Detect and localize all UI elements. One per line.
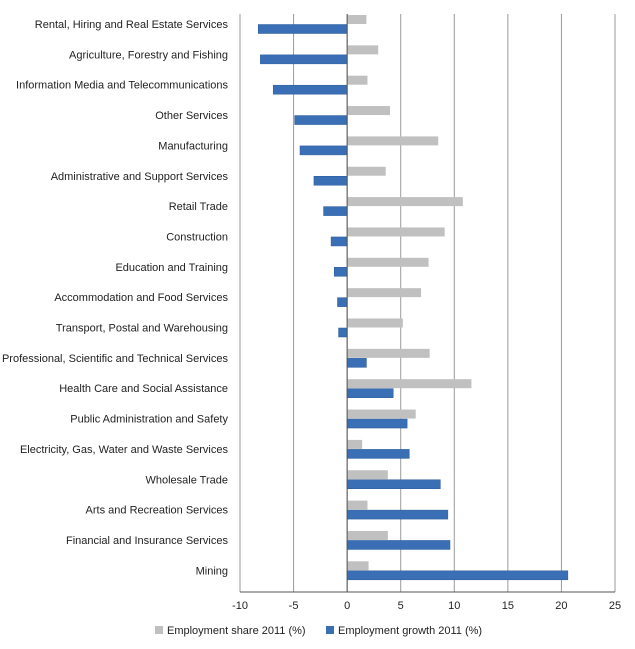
bar-employment-share (347, 45, 379, 55)
category-label: Accommodation and Food Services (54, 292, 228, 304)
legend-label: Employment share 2011 (%) (167, 625, 306, 637)
bar-employment-share (347, 530, 388, 540)
bar-employment-share (347, 106, 390, 116)
category-label: Information Media and Telecommunications (16, 80, 228, 92)
bar-employment-growth (334, 267, 348, 277)
x-tick-label: 5 (398, 600, 404, 612)
x-tick-label: 0 (344, 600, 350, 612)
bar-employment-growth (272, 84, 348, 95)
bar-employment-growth (346, 540, 451, 550)
x-tick-labels: -10 -5 0 5 10 15 20 25 (232, 600, 621, 612)
legend-label: Employment growth 2011 (%) (338, 625, 482, 637)
bar-employment-share (347, 288, 422, 298)
bar-employment-growth (299, 145, 348, 156)
category-label: Education and Training (115, 262, 228, 274)
bar-employment-share (347, 379, 472, 389)
category-label: Retail Trade (169, 201, 228, 213)
bar-employment-growth (346, 479, 441, 489)
bar-employment-growth (346, 509, 449, 520)
grid-layer (239, 14, 616, 592)
bar-employment-growth (257, 24, 348, 34)
category-label: Construction (166, 231, 228, 243)
bar-employment-growth (346, 388, 394, 398)
bar-employment-share (347, 15, 367, 24)
category-label: Manufacturing (158, 140, 228, 152)
category-label: Financial and Insurance Services (66, 535, 229, 547)
bar-employment-share (347, 500, 368, 510)
legend-swatch (155, 626, 163, 634)
bar-employment-growth (294, 115, 348, 125)
bar-employment-growth (346, 358, 367, 368)
category-label: Other Services (155, 110, 228, 122)
bar-employment-share (347, 197, 463, 207)
category-label: Transport, Postal and Warehousing (56, 323, 228, 335)
bar-employment-growth (330, 236, 348, 247)
category-label: Professional, Scientific and Technical S… (2, 353, 229, 365)
category-label: Wholesale Trade (145, 474, 228, 486)
x-tick-label: 10 (448, 600, 460, 612)
bar-employment-share (347, 166, 386, 176)
bar-employment-share (347, 75, 368, 85)
bar-employment-growth (346, 570, 569, 581)
bar-employment-growth (346, 418, 408, 429)
bar-employment-growth (337, 297, 348, 307)
x-tick-label: 25 (609, 600, 621, 612)
bar-employment-share (347, 227, 445, 237)
bar-employment-growth (346, 449, 410, 459)
bar-employment-share (347, 348, 430, 358)
category-label: Public Administration and Safety (70, 414, 228, 426)
bar-employment-share (347, 257, 429, 267)
x-tick-label: -10 (232, 600, 248, 612)
legend: Employment share 2011 (%) Employment grow… (155, 625, 482, 637)
bar-employment-growth (338, 327, 348, 338)
category-label: Arts and Recreation Services (86, 505, 229, 517)
category-label: Rental, Hiring and Real Estate Services (35, 19, 229, 31)
bar-employment-share (347, 561, 369, 571)
category-label: Agriculture, Forestry and Fishing (69, 49, 228, 61)
x-tick-label: 15 (502, 600, 514, 612)
bar-employment-share (347, 318, 403, 328)
bar-employment-growth (260, 54, 348, 65)
x-tick-label: 20 (555, 600, 567, 612)
legend-swatch (326, 626, 334, 634)
bar-employment-share (347, 439, 363, 449)
bar-employment-growth (313, 176, 348, 186)
bar-employment-growth (323, 206, 348, 216)
x-tick-label: -5 (289, 600, 299, 612)
bar-layer (257, 15, 569, 581)
bar-employment-share (347, 470, 388, 480)
category-label: Administrative and Support Services (51, 171, 229, 183)
bar-employment-share (347, 136, 439, 146)
bar-employment-share (347, 409, 416, 419)
category-label: Mining (196, 565, 228, 577)
category-labels: Rental, Hiring and Real Estate Services A… (2, 19, 229, 577)
category-label: Health Care and Social Assistance (59, 383, 228, 395)
category-label: Electricity, Gas, Water and Waste Servic… (20, 444, 229, 456)
